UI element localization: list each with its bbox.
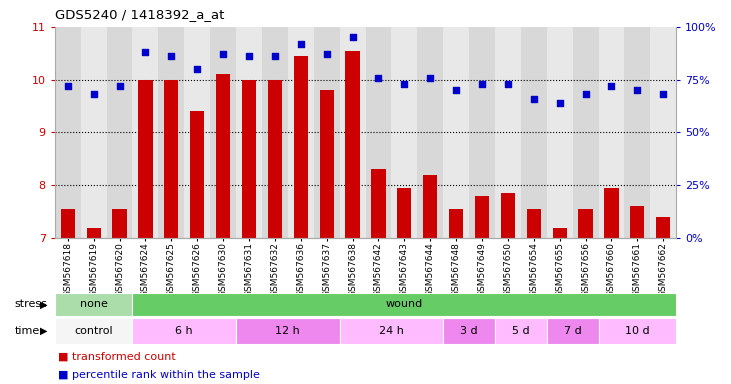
Point: [632, 87, 643, 93]
Bar: [236, 27, 262, 238]
Bar: [80, 27, 107, 238]
Bar: [55, 293, 132, 316]
Bar: [346, 51, 360, 238]
Bar: [469, 27, 495, 238]
Point: [373, 74, 385, 81]
Point: [657, 91, 669, 98]
Point: [165, 53, 177, 60]
Bar: [495, 318, 547, 344]
Text: 5 d: 5 d: [512, 326, 530, 336]
Bar: [630, 207, 645, 238]
Bar: [86, 227, 101, 238]
Point: [450, 87, 462, 93]
Text: 7 d: 7 d: [564, 326, 581, 336]
Text: ▶: ▶: [40, 299, 48, 310]
Text: 6 h: 6 h: [175, 326, 193, 336]
Point: [398, 81, 410, 87]
Bar: [159, 27, 184, 238]
Point: [502, 81, 514, 87]
Bar: [314, 27, 340, 238]
Text: time: time: [15, 326, 40, 336]
Bar: [216, 74, 230, 238]
Bar: [599, 318, 676, 344]
Bar: [55, 318, 132, 344]
Point: [192, 66, 203, 72]
Bar: [553, 227, 567, 238]
Bar: [605, 188, 618, 238]
Point: [580, 91, 591, 98]
Bar: [572, 27, 599, 238]
Bar: [495, 27, 520, 238]
Bar: [443, 318, 495, 344]
Bar: [340, 27, 366, 238]
Bar: [132, 293, 676, 316]
Bar: [138, 80, 153, 238]
Point: [346, 34, 358, 40]
Bar: [190, 111, 205, 238]
Text: wound: wound: [386, 299, 423, 309]
Text: 12 h: 12 h: [276, 326, 300, 336]
Bar: [520, 27, 547, 238]
Point: [217, 51, 229, 58]
Point: [243, 53, 255, 60]
Bar: [449, 209, 463, 238]
Bar: [184, 27, 210, 238]
Point: [321, 51, 333, 58]
Point: [554, 100, 566, 106]
Bar: [113, 209, 126, 238]
Bar: [501, 193, 515, 238]
Point: [269, 53, 281, 60]
Point: [62, 83, 74, 89]
Bar: [656, 217, 670, 238]
Bar: [61, 209, 75, 238]
Bar: [210, 27, 236, 238]
Bar: [55, 27, 80, 238]
Bar: [599, 27, 624, 238]
Bar: [547, 318, 599, 344]
Text: 24 h: 24 h: [379, 326, 404, 336]
Bar: [651, 27, 676, 238]
Bar: [443, 27, 469, 238]
Bar: [236, 318, 340, 344]
Text: 3 d: 3 d: [461, 326, 478, 336]
Bar: [475, 196, 489, 238]
Bar: [423, 175, 437, 238]
Bar: [624, 27, 651, 238]
Bar: [547, 27, 572, 238]
Bar: [132, 27, 159, 238]
Point: [140, 49, 151, 55]
Bar: [164, 80, 178, 238]
Bar: [319, 90, 334, 238]
Bar: [268, 80, 282, 238]
Text: none: none: [80, 299, 107, 309]
Bar: [242, 80, 256, 238]
Bar: [391, 27, 417, 238]
Bar: [526, 209, 541, 238]
Bar: [288, 27, 314, 238]
Bar: [132, 318, 236, 344]
Bar: [262, 27, 288, 238]
Point: [605, 83, 617, 89]
Bar: [294, 56, 308, 238]
Point: [528, 96, 539, 102]
Text: stress: stress: [15, 299, 48, 310]
Text: ■ transformed count: ■ transformed count: [58, 352, 176, 362]
Bar: [578, 209, 593, 238]
Bar: [366, 27, 391, 238]
Text: control: control: [75, 326, 113, 336]
Point: [295, 41, 306, 47]
Point: [476, 81, 488, 87]
Point: [88, 91, 99, 98]
Text: 10 d: 10 d: [625, 326, 650, 336]
Text: GDS5240 / 1418392_a_at: GDS5240 / 1418392_a_at: [55, 8, 224, 21]
Bar: [107, 27, 132, 238]
Point: [425, 74, 436, 81]
Bar: [371, 169, 385, 238]
Bar: [417, 27, 443, 238]
Text: ▶: ▶: [40, 326, 48, 336]
Point: [114, 83, 126, 89]
Text: ■ percentile rank within the sample: ■ percentile rank within the sample: [58, 370, 260, 380]
Bar: [397, 188, 412, 238]
Bar: [340, 318, 443, 344]
